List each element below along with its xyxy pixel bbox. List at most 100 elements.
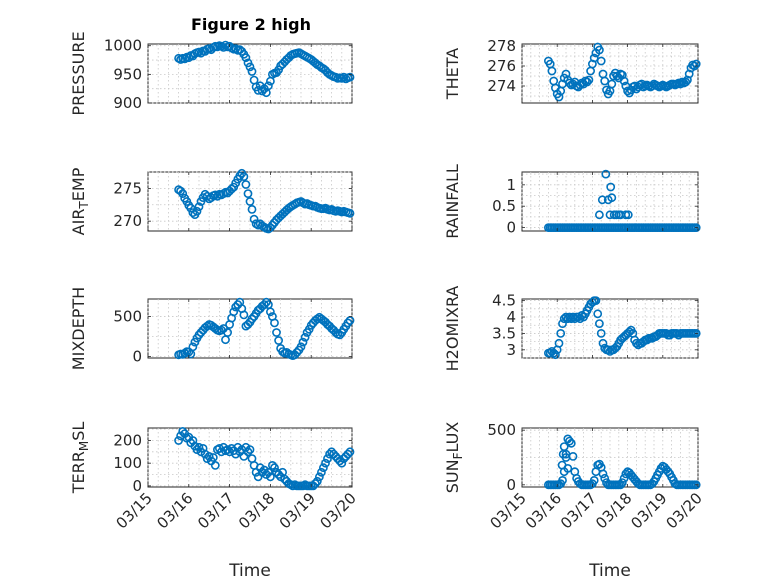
data-point: [595, 210, 604, 220]
data-point: [310, 479, 320, 488]
y-tick-label: 274: [487, 77, 516, 95]
data-point: [691, 59, 701, 69]
data-point: [597, 195, 607, 205]
data-point: [556, 328, 566, 338]
data-point: [208, 453, 218, 462]
data-point: [263, 467, 273, 477]
data-point: [259, 300, 269, 309]
x-tick-label: 03/16: [522, 489, 565, 532]
data-point: [312, 476, 322, 486]
data-point: [345, 72, 355, 82]
x-tick-label: 03/15: [487, 489, 530, 532]
y-tick-label: 270: [113, 212, 142, 230]
data-point: [563, 463, 573, 473]
data-point: [188, 208, 198, 217]
x-tick-label: 03/19: [627, 489, 670, 532]
y-tick-label: 1: [506, 176, 516, 194]
data-point: [617, 478, 627, 487]
ylabel-5: H2OMIXRA: [443, 286, 462, 372]
data-point: [558, 475, 567, 485]
data-point: [196, 48, 206, 58]
data-point: [345, 447, 355, 457]
ylabel-2: AIRTEMP: [69, 167, 91, 235]
data-point: [274, 336, 283, 345]
data-point: [300, 332, 310, 342]
x-tick-label: 03/15: [113, 489, 156, 532]
data-point: [616, 480, 625, 490]
y-tick-label: 278: [487, 37, 516, 55]
y-tick-label: 500: [113, 308, 142, 326]
data-point: [298, 337, 308, 347]
data-point: [598, 469, 608, 479]
y-tick-label: 3: [506, 341, 516, 359]
data-point: [198, 443, 208, 453]
data-point: [188, 436, 198, 445]
data-point: [292, 347, 302, 357]
x-tick-label: 03/18: [235, 489, 278, 532]
data-point: [545, 348, 555, 358]
data-point: [245, 445, 255, 454]
data-point: [589, 53, 599, 63]
data-point: [589, 475, 599, 485]
data-point: [194, 442, 204, 452]
data-point: [554, 92, 564, 102]
data-point: [267, 460, 277, 470]
data-point: [247, 204, 257, 214]
data-point: [227, 443, 236, 453]
data-point: [265, 307, 275, 317]
y-tick-label: 100: [113, 454, 142, 472]
data-point: [296, 342, 306, 352]
data-point: [180, 348, 190, 358]
data-point: [249, 214, 259, 224]
data-point: [601, 169, 611, 179]
data-point: [561, 453, 571, 462]
x-tick-label: 03/20: [663, 489, 706, 532]
x-tick-label: 03/19: [276, 489, 319, 532]
data-point: [219, 43, 228, 52]
data-point: [265, 472, 275, 482]
data-point: [261, 297, 271, 307]
data-point: [607, 193, 617, 203]
data-point: [595, 45, 604, 55]
data-point: [598, 338, 608, 348]
data-point: [241, 53, 251, 63]
y-tick-label: 0: [132, 347, 142, 365]
y-tick-label: 950: [113, 65, 142, 83]
data-point: [343, 318, 353, 328]
data-point: [223, 445, 232, 454]
data-point: [593, 309, 603, 319]
data-point: [245, 197, 255, 206]
data-point: [681, 77, 691, 87]
subplot-3: 0 0.5 1 RAINFALL: [443, 164, 701, 239]
xlabel-6: Time: [228, 561, 271, 581]
data-point: [337, 458, 347, 468]
data-point: [558, 319, 567, 328]
xlabel-7: Time: [588, 561, 631, 581]
data-point: [243, 189, 253, 198]
data-point: [339, 72, 349, 82]
data-point: [270, 463, 279, 473]
subplot-0: 900 950 1000 PRESSURE: [69, 31, 355, 116]
data-point: [559, 442, 569, 451]
subplot-4: 0 500 MIXDEPTH: [69, 287, 355, 370]
data-point: [272, 328, 281, 337]
data-point: [229, 307, 239, 317]
x-tick-label: 03/17: [557, 489, 600, 532]
x-tick-label: 03/16: [153, 489, 196, 532]
subplot-2: 270 275 AIRTEMP: [69, 167, 355, 235]
data-point: [345, 208, 355, 218]
data-point: [243, 320, 253, 329]
data-point: [245, 62, 255, 72]
y-tick-label: 4.5: [492, 292, 516, 310]
y-tick-label: 3.5: [492, 324, 516, 342]
data-point: [691, 328, 701, 338]
data-point: [343, 449, 353, 459]
data-point: [178, 189, 188, 198]
y-tick-label: 0.5: [492, 197, 516, 215]
data-point: [691, 480, 701, 490]
data-point: [323, 454, 332, 463]
